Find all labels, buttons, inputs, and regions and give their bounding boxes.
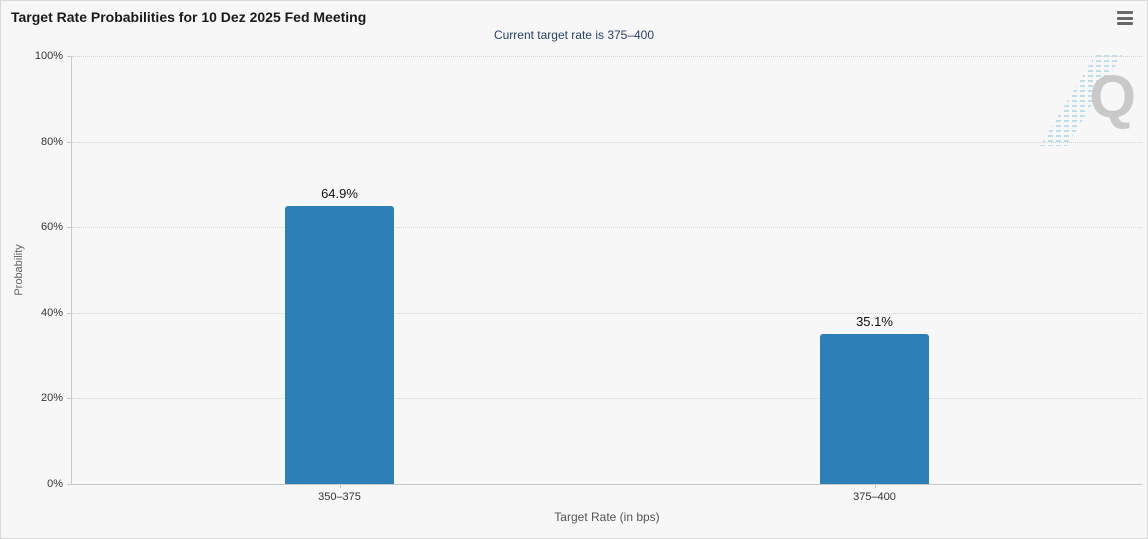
bar-375–400[interactable]	[820, 333, 929, 484]
watermark-letter: Q	[1089, 63, 1136, 130]
y-axis-tick	[67, 56, 72, 57]
watermark-logo: Q	[1040, 52, 1138, 146]
bar-value-label: 64.9%	[321, 186, 358, 202]
y-axis-tick	[67, 312, 72, 314]
hamburger-bar	[1117, 11, 1133, 14]
bar-value-label: 35.1%	[856, 313, 893, 329]
gridline	[72, 312, 1142, 314]
hamburger-menu-icon[interactable]	[1115, 9, 1135, 27]
x-axis-title: Target Rate (in bps)	[554, 510, 660, 524]
plot-area: Target Rate (in bps) Q 0% 20% 40% 60% 80% 100…	[35, 50, 1142, 524]
x-axis-tick	[874, 484, 876, 488]
y-axis-tick	[67, 398, 72, 400]
x-axis-category-label: 350–375	[318, 491, 361, 503]
hamburger-bar	[1117, 16, 1133, 20]
gridline	[72, 141, 1142, 143]
chart-title: Target Rate Probabilities for 10 Dez 202…	[11, 9, 367, 25]
gridline	[72, 56, 1142, 57]
y-axis-tick-label: 100%	[34, 50, 63, 62]
chart-subtitle: Current target rate is 375–400	[493, 28, 655, 42]
hamburger-bar	[1117, 22, 1133, 25]
y-axis-tick-label: 20%	[40, 392, 63, 405]
y-axis-tick	[67, 141, 72, 143]
x-axis-category-label: 375–400	[853, 491, 896, 503]
y-axis-tick-label: 80%	[40, 135, 63, 148]
x-axis-tick	[339, 484, 341, 488]
y-axis-tick-label: 40%	[40, 306, 63, 319]
watermark-stripes-icon	[1040, 52, 1124, 146]
bar-350–375[interactable]	[285, 206, 394, 484]
y-axis-tick-label: 0%	[47, 478, 63, 490]
y-axis-tick-label: 60%	[40, 221, 63, 234]
y-axis-tick	[67, 484, 72, 485]
y-axis-title: Probability	[13, 244, 25, 296]
gridline	[72, 227, 1142, 229]
y-axis-tick	[67, 227, 72, 229]
gridline	[72, 398, 1142, 400]
